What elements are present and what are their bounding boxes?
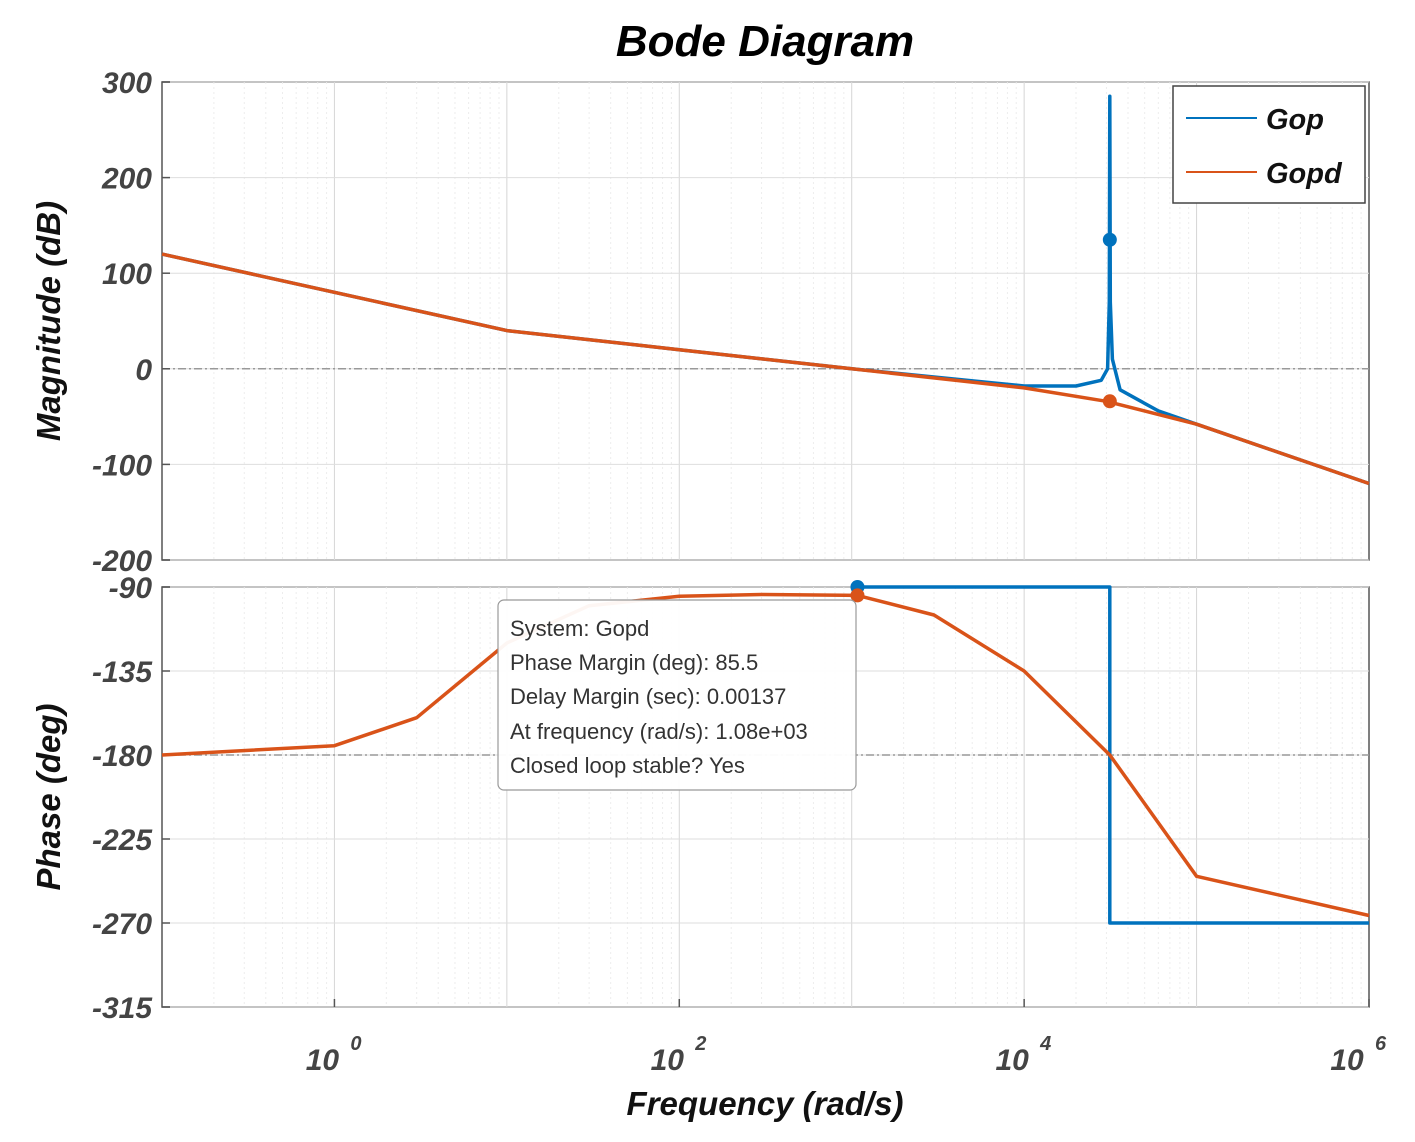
x-tick-label-base: 10 <box>306 1044 340 1077</box>
magnitude-plot-area <box>161 81 1370 561</box>
y-tick-label: -100 <box>92 449 152 482</box>
series-line-gopd <box>161 592 1370 918</box>
data-tip-stability: Closed loop stable? Yes <box>510 753 745 778</box>
marker-gop <box>1102 232 1117 247</box>
phase-grid <box>162 586 1369 1008</box>
x-axis-label: Frequency (rad/s) <box>627 1085 904 1122</box>
series-line-gopd <box>161 252 1370 486</box>
magnitude-grid <box>162 81 1369 561</box>
y-tick-label: 200 <box>101 163 152 196</box>
y-tick-label: -135 <box>92 656 153 689</box>
magnitude-axes: 300 200 100 0 -100 -200 Magnitude (dB) <box>30 67 1370 578</box>
legend-box <box>1172 85 1366 204</box>
y-tick-label: 300 <box>102 67 152 100</box>
legend: Gop Gopd <box>1172 85 1366 204</box>
phase-y-ticks: -90 -135 -180 -225 -270 -315 <box>92 572 170 1025</box>
data-tip-frequency: At frequency (rad/s): 1.08e+03 <box>510 719 808 744</box>
magnitude-series <box>161 94 1370 486</box>
x-tick-label-base: 10 <box>995 1044 1029 1077</box>
y-tick-label: -90 <box>109 572 153 605</box>
legend-label-gopd: Gopd <box>1266 158 1343 190</box>
y-tick-label: 0 <box>135 354 152 387</box>
phase-series <box>161 585 1370 925</box>
x-axis-ticks: 10 0 10 2 10 4 10 6 <box>306 999 1387 1077</box>
magnitude-y-label: Magnitude (dB) <box>30 201 67 441</box>
data-tip[interactable]: System: Gopd Phase Margin (deg): 85.5 De… <box>497 599 857 791</box>
phase-y-label: Phase (deg) <box>30 703 67 890</box>
marker-gopd <box>1102 394 1117 409</box>
x-tick-label-base: 10 <box>651 1044 685 1077</box>
y-tick-label: -270 <box>92 908 152 941</box>
x-tick-label-exponent: 2 <box>694 1033 706 1055</box>
y-tick-label: -180 <box>92 740 152 773</box>
phase-markers <box>850 580 865 603</box>
x-tick-label-exponent: 6 <box>1375 1033 1387 1055</box>
x-tick-label-exponent: 4 <box>1039 1033 1051 1055</box>
chart-title: Bode Diagram <box>616 17 914 66</box>
marker-gopd <box>850 588 865 603</box>
data-tip-box <box>497 599 857 791</box>
y-tick-label: -200 <box>92 545 152 578</box>
magnitude-y-ticks: 300 200 100 0 -100 -200 <box>92 67 170 578</box>
phase-axes: -90 -135 -180 -225 -270 -315 Phase (deg) <box>30 572 1370 1025</box>
y-tick-label: -225 <box>92 824 153 857</box>
y-tick-label: 100 <box>102 258 152 291</box>
magnitude-markers <box>1102 232 1117 409</box>
data-tip-phase-margin: Phase Margin (deg): 85.5 <box>510 650 758 675</box>
x-tick-label-exponent: 0 <box>350 1033 361 1055</box>
x-tick-label-base: 10 <box>1330 1044 1364 1077</box>
data-tip-system: System: Gopd <box>510 616 649 641</box>
data-tip-delay-margin: Delay Margin (sec): 0.00137 <box>510 684 786 709</box>
y-tick-label: -315 <box>92 992 153 1025</box>
legend-label-gop: Gop <box>1266 104 1324 136</box>
